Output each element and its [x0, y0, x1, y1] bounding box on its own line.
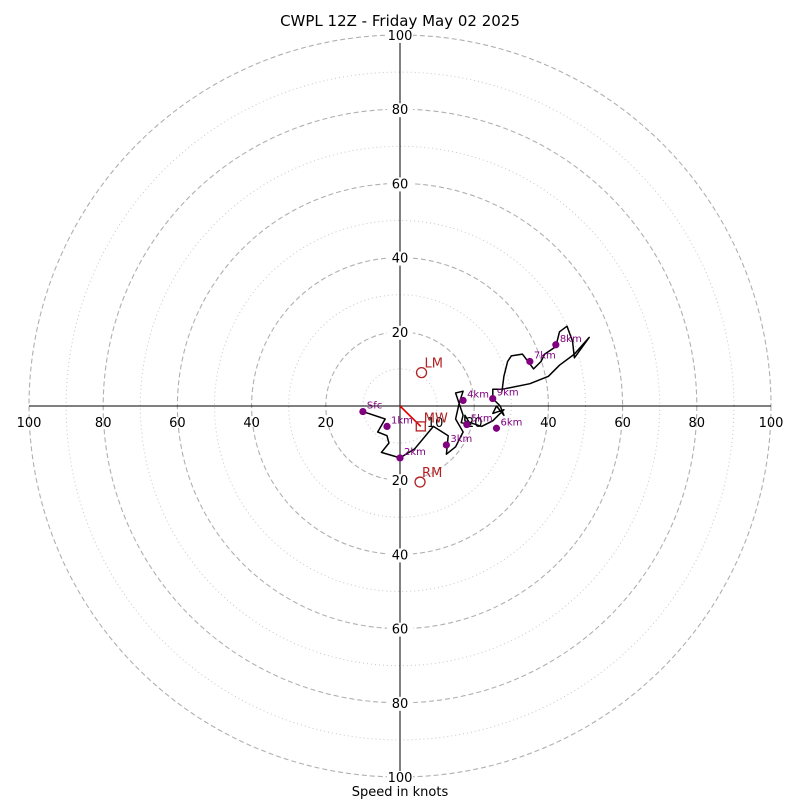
height-marker-dot [526, 357, 534, 366]
tick-label-vertical: 40 [392, 548, 409, 563]
tick-label-horizontal: 100 [17, 416, 42, 431]
height-marker-dot [442, 441, 450, 449]
height-marker-dot [459, 396, 467, 405]
tick-label-horizontal: 40 [243, 416, 260, 431]
right-mover-label: RM [422, 466, 442, 481]
tick-label-horizontal: 60 [169, 416, 186, 431]
height-marker-dot [396, 454, 404, 462]
height-marker-label: 8km [560, 334, 582, 345]
height-marker-label: 3km [450, 434, 472, 445]
mean-wind-line [399, 405, 422, 427]
tick-label-vertical: 20 [392, 474, 409, 489]
tick-label-background [387, 29, 413, 43]
tick-label-background [387, 177, 413, 192]
tick-label-vertical: 100 [388, 771, 413, 786]
tick-label-background [387, 771, 413, 785]
height-marker-label: Sfc [367, 401, 382, 412]
tick-label-horizontal: 80 [95, 416, 112, 431]
tick-label-vertical: 60 [392, 177, 409, 192]
x-axis-label: Speed in knots [352, 785, 449, 800]
height-marker-label: 2km [404, 447, 426, 458]
tick-label-background [387, 325, 413, 340]
tick-label-background [387, 474, 413, 489]
height-marker-label: 9km [497, 388, 519, 399]
height-marker-dot [359, 407, 367, 416]
tick-labels: 2020202040404040606060608080808010010010… [17, 29, 784, 786]
height-marker-label: 7km [534, 350, 556, 361]
height-marker-dot [489, 394, 497, 403]
right-mover-marker [414, 476, 426, 488]
tick-label-vertical: 80 [392, 697, 409, 712]
height-marker-dot [552, 341, 560, 349]
chart-title: CWPL 12Z - Friday May 02 2025 [280, 12, 520, 30]
tick-label-background [387, 103, 413, 118]
mean-wind-marker [415, 421, 426, 432]
storm-motion-markers: LM RM MW [414, 357, 448, 488]
tick-label-horizontal: 10 [427, 416, 444, 431]
height-markers: Sfc 1km 2km 3km 4km 5km 6km 7km 8km 9km [359, 334, 582, 462]
tick-label-background [387, 548, 413, 563]
tick-label-background [387, 696, 413, 711]
tick-label-vertical: 100 [388, 29, 413, 44]
tick-label-horizontal: 20 [318, 416, 335, 431]
height-marker-label: 5km [471, 414, 493, 425]
tick-label-vertical: 60 [392, 623, 409, 638]
tick-label-horizontal: 40 [540, 416, 557, 431]
height-marker-dot [492, 424, 501, 432]
height-marker-label: 4km [467, 389, 489, 400]
tick-label-background [387, 622, 413, 637]
height-marker-dot [383, 422, 391, 431]
mean-wind-vector [399, 405, 422, 427]
left-mover-marker [415, 366, 428, 379]
height-marker-label: 6km [500, 417, 522, 428]
tick-label-horizontal: 80 [689, 416, 706, 431]
height-marker-label: 1km [391, 415, 413, 426]
left-mover-label: LM [425, 357, 443, 372]
tick-label-vertical: 20 [392, 326, 409, 341]
tick-label-background [387, 251, 413, 266]
tick-label-vertical: 80 [392, 103, 409, 118]
height-marker-dot [463, 420, 471, 429]
tick-label-vertical: 40 [392, 252, 409, 267]
mean-wind-label: MW [424, 411, 448, 426]
tick-label-horizontal: 100 [759, 416, 784, 431]
tick-label-horizontal: 60 [614, 416, 631, 431]
